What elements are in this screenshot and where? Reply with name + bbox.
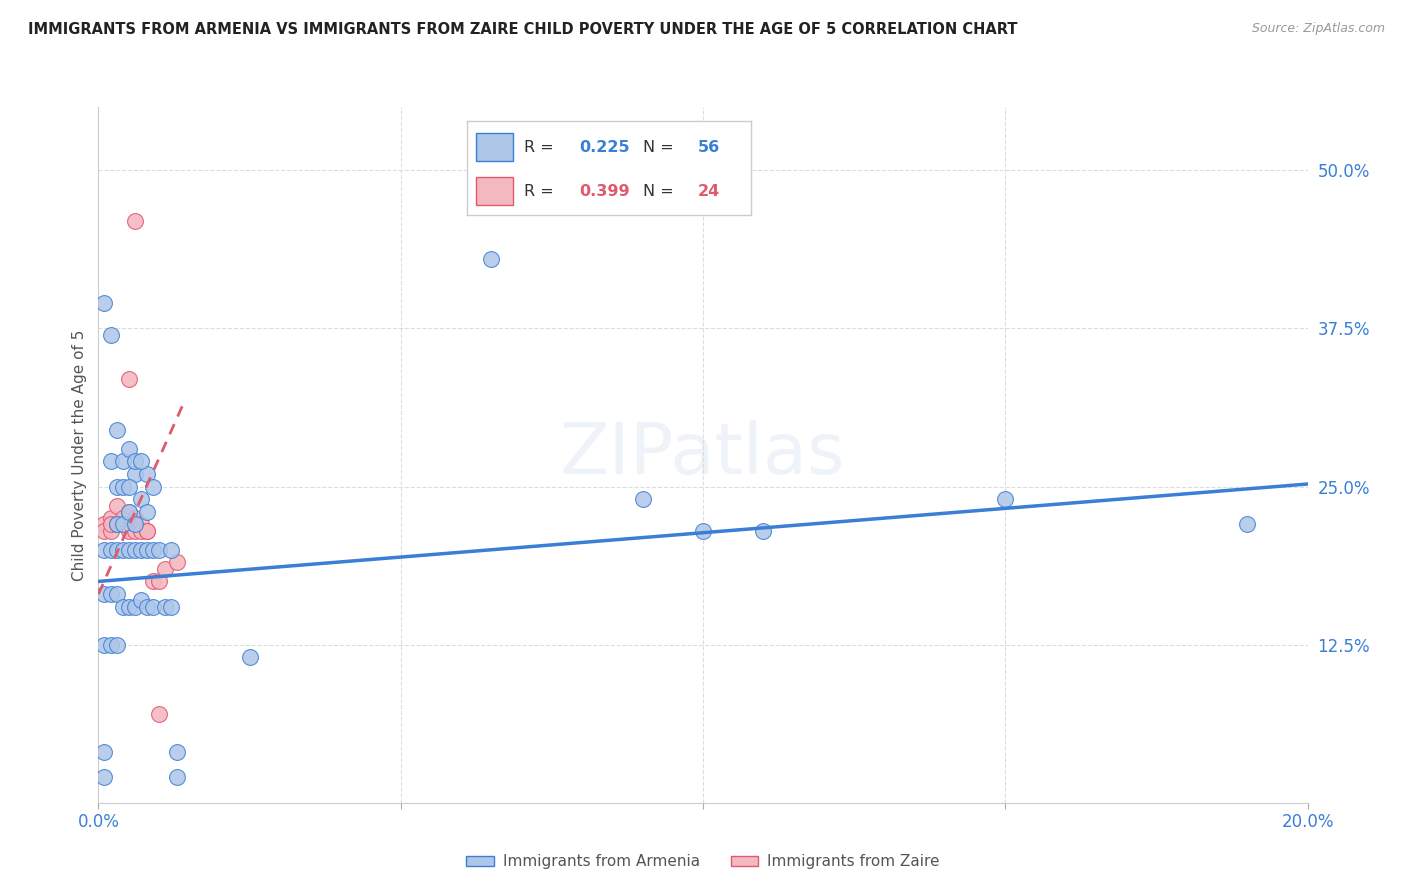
Text: IMMIGRANTS FROM ARMENIA VS IMMIGRANTS FROM ZAIRE CHILD POVERTY UNDER THE AGE OF : IMMIGRANTS FROM ARMENIA VS IMMIGRANTS FR… bbox=[28, 22, 1018, 37]
Point bbox=[105, 587, 128, 601]
Point bbox=[124, 214, 146, 228]
Point bbox=[111, 599, 134, 614]
Point bbox=[631, 492, 654, 507]
Point bbox=[105, 517, 128, 532]
Point bbox=[124, 454, 146, 468]
Point bbox=[118, 524, 141, 538]
Point bbox=[129, 524, 152, 538]
Point bbox=[105, 517, 128, 532]
Point bbox=[93, 771, 115, 785]
Point bbox=[148, 574, 170, 589]
Point bbox=[153, 562, 176, 576]
Point bbox=[692, 524, 714, 538]
Point bbox=[93, 517, 115, 532]
Point bbox=[124, 599, 146, 614]
Point bbox=[129, 492, 152, 507]
Point bbox=[142, 542, 165, 557]
Point bbox=[129, 542, 152, 557]
Point bbox=[93, 296, 115, 310]
Point bbox=[105, 542, 128, 557]
Point bbox=[135, 524, 157, 538]
Point bbox=[142, 599, 165, 614]
Point bbox=[100, 454, 122, 468]
Point bbox=[135, 599, 157, 614]
Y-axis label: Child Poverty Under the Age of 5: Child Poverty Under the Age of 5 bbox=[72, 329, 87, 581]
Point bbox=[93, 542, 115, 557]
Point bbox=[100, 638, 122, 652]
Point bbox=[124, 524, 146, 538]
Point bbox=[111, 454, 134, 468]
Point bbox=[148, 542, 170, 557]
Point bbox=[148, 707, 170, 722]
Point bbox=[135, 467, 157, 481]
Point bbox=[135, 542, 157, 557]
Point bbox=[100, 517, 122, 532]
Point bbox=[93, 638, 115, 652]
Point bbox=[111, 511, 134, 525]
Point bbox=[142, 479, 165, 493]
Point bbox=[129, 517, 152, 532]
Point bbox=[100, 542, 122, 557]
Point bbox=[93, 745, 115, 759]
Point bbox=[118, 479, 141, 493]
Point bbox=[239, 650, 262, 665]
Point bbox=[124, 467, 146, 481]
Point bbox=[93, 587, 115, 601]
Point bbox=[93, 524, 115, 538]
Point bbox=[129, 454, 152, 468]
Point bbox=[752, 524, 775, 538]
Point bbox=[160, 542, 183, 557]
Point bbox=[118, 442, 141, 456]
Point bbox=[166, 771, 188, 785]
Text: Source: ZipAtlas.com: Source: ZipAtlas.com bbox=[1251, 22, 1385, 36]
Point bbox=[124, 542, 146, 557]
Point bbox=[118, 505, 141, 519]
Point bbox=[111, 517, 134, 532]
Point bbox=[124, 517, 146, 532]
Point bbox=[100, 587, 122, 601]
Legend: Immigrants from Armenia, Immigrants from Zaire: Immigrants from Armenia, Immigrants from… bbox=[460, 848, 946, 875]
Point bbox=[124, 511, 146, 525]
Point bbox=[166, 745, 188, 759]
Point bbox=[135, 524, 157, 538]
Point bbox=[129, 593, 152, 607]
Point bbox=[105, 638, 128, 652]
Point bbox=[100, 524, 122, 538]
Point bbox=[111, 517, 134, 532]
Point bbox=[105, 479, 128, 493]
Point bbox=[118, 599, 141, 614]
Point bbox=[481, 252, 503, 266]
Point bbox=[105, 423, 128, 437]
Point bbox=[118, 505, 141, 519]
Point bbox=[1236, 517, 1258, 532]
Point bbox=[166, 556, 188, 570]
Point bbox=[142, 574, 165, 589]
Point bbox=[135, 505, 157, 519]
Point bbox=[100, 511, 122, 525]
Point bbox=[111, 542, 134, 557]
Point bbox=[118, 542, 141, 557]
Point bbox=[100, 327, 122, 342]
Point bbox=[160, 599, 183, 614]
Point bbox=[111, 479, 134, 493]
Point bbox=[994, 492, 1017, 507]
Point bbox=[153, 599, 176, 614]
Point bbox=[118, 372, 141, 386]
Text: ZIPatlas: ZIPatlas bbox=[560, 420, 846, 490]
Point bbox=[105, 499, 128, 513]
